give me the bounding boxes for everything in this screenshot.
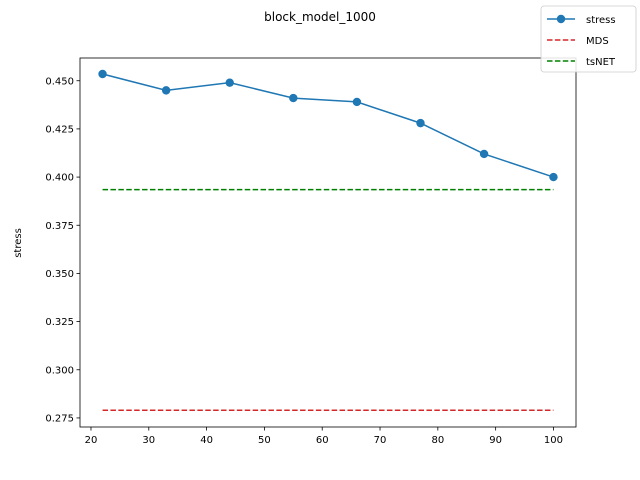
- y-tick-label: 0.375: [45, 221, 74, 232]
- y-tick-label: 0.325: [45, 317, 74, 328]
- x-tick-label: 40: [200, 435, 213, 446]
- data-point: [416, 118, 425, 128]
- legend-marker: [556, 14, 566, 24]
- chart-title: block_model_1000: [264, 10, 376, 24]
- legend-label-tsnet: tsNET: [586, 57, 616, 68]
- data-point: [161, 86, 171, 95]
- data-point: [289, 93, 298, 103]
- legend-box: [540, 5, 637, 73]
- data-point: [352, 97, 362, 107]
- y-axis-label: stress: [13, 228, 24, 258]
- y-tick-label: 0.450: [45, 76, 74, 87]
- legend: stress MDS tsNET: [540, 5, 637, 73]
- series-line-stress: [102, 73, 554, 178]
- data-point: [549, 172, 558, 182]
- x-tick-label: 80: [431, 435, 444, 446]
- plot-frame: [79, 57, 577, 428]
- y-tick-label: 0.300: [45, 365, 74, 376]
- x-tick-label: 50: [258, 435, 271, 446]
- y-tick-label: 0.400: [45, 173, 74, 184]
- legend-label-stress: stress: [586, 15, 616, 26]
- x-tick-label: 30: [142, 435, 155, 446]
- y-tick-label: 0.275: [45, 414, 74, 425]
- data-point: [98, 69, 107, 79]
- data-point: [479, 149, 489, 159]
- x-tick-label: 70: [374, 435, 387, 446]
- x-tick-label: 100: [544, 435, 563, 446]
- x-tick-label: 20: [85, 435, 98, 446]
- data-point: [225, 78, 234, 87]
- y-tick-label: 0.425: [45, 125, 74, 136]
- y-tick-label: 0.350: [45, 269, 74, 280]
- legend-label-mds: MDS: [586, 36, 609, 47]
- plot-area: 20 30 40 50 60 70 80 90 100 0.275 0.300 0.325 0.350 0…: [45, 57, 577, 446]
- x-tick-label: 60: [316, 435, 329, 446]
- x-tick-label: 90: [489, 435, 502, 446]
